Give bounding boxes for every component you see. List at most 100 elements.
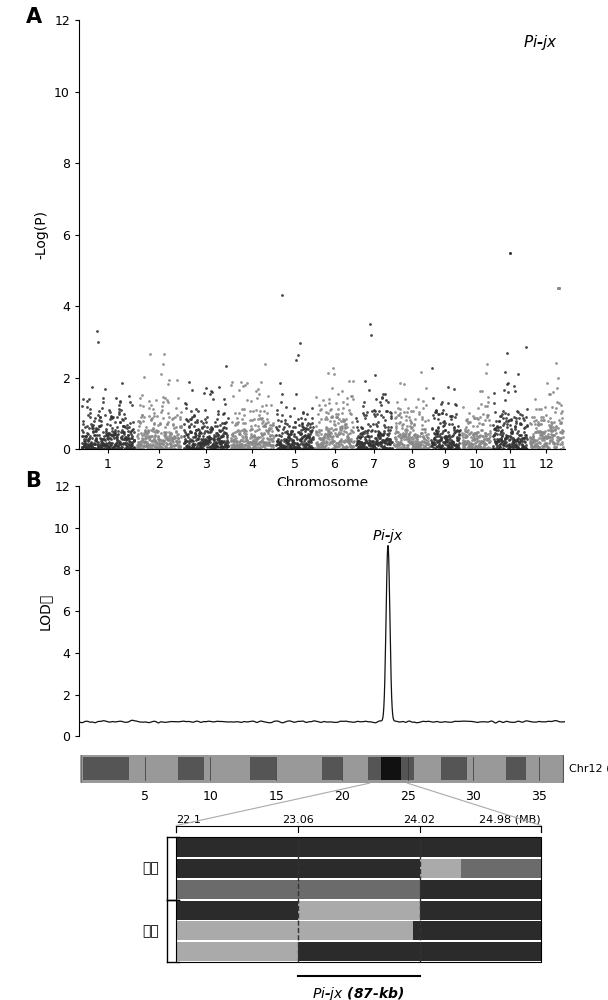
Point [536,409,546,425]
Point [398,441,407,457]
Point [302,436,311,452]
Point [364,416,373,432]
Point [90,436,100,452]
Point [365,435,375,451]
Point [490,421,500,437]
Point [538,430,548,446]
Point [223,436,232,452]
Point [145,440,155,456]
Point [213,431,223,447]
Point [292,436,302,452]
Point [237,401,247,417]
Point [358,440,368,456]
Point [510,432,520,448]
Point [473,439,483,455]
Point [463,441,472,457]
Point [208,438,218,454]
Point [534,439,544,455]
FancyBboxPatch shape [81,753,564,785]
Point [506,429,516,445]
Point [331,395,340,411]
Point [289,437,299,453]
Point [410,426,420,442]
Point [227,441,237,457]
Point [146,441,156,457]
Point [102,438,112,454]
Point [453,432,463,448]
Point [289,435,299,451]
Point [91,430,101,446]
Point [122,441,131,457]
Point [316,401,326,417]
Point [160,425,170,441]
Point [435,437,444,453]
Point [381,419,390,435]
Point [452,429,462,445]
Point [193,421,202,437]
Point [147,433,157,449]
Point [141,424,151,440]
Point [555,430,565,446]
Point [541,437,550,453]
Point [192,414,202,430]
Point [333,439,342,455]
Point [185,411,195,427]
Point [464,439,474,455]
Point [471,438,481,454]
Point [413,435,423,451]
Point [256,439,266,455]
Point [189,437,199,453]
Point [332,428,342,444]
Point [184,438,193,454]
Point [358,405,368,421]
Point [223,434,233,450]
Point [402,437,412,453]
Point [172,427,182,443]
Point [526,430,536,446]
Point [534,430,544,446]
Point [488,438,498,454]
Point [198,435,208,451]
Point [313,441,322,457]
Point [439,429,449,445]
Point [182,412,192,428]
Point [122,417,131,433]
Point [328,360,338,376]
Point [449,427,458,443]
Point [548,419,558,435]
Point [384,435,394,451]
Point [513,431,522,447]
Point [185,440,195,456]
Point [376,397,385,413]
Point [509,434,519,450]
Point [392,436,402,452]
Point [429,436,438,452]
Point [428,436,438,452]
Point [164,409,174,425]
Point [196,438,206,454]
Point [91,423,100,439]
Point [373,428,383,444]
Point [230,440,240,456]
Point [218,434,228,450]
Point [443,395,453,411]
Point [176,411,185,427]
Point [203,436,213,452]
Point [556,397,565,413]
Point [432,403,441,419]
Point [418,400,427,416]
Point [357,420,367,436]
Point [328,440,337,456]
Point [472,424,482,440]
Point [80,436,89,452]
Point [415,434,424,450]
Point [392,440,402,456]
Point [110,437,120,453]
Point [151,441,161,457]
Point [88,441,97,457]
Point [287,423,297,439]
Point [553,394,562,410]
Point [205,431,215,447]
Point [98,436,108,452]
Point [406,435,416,451]
